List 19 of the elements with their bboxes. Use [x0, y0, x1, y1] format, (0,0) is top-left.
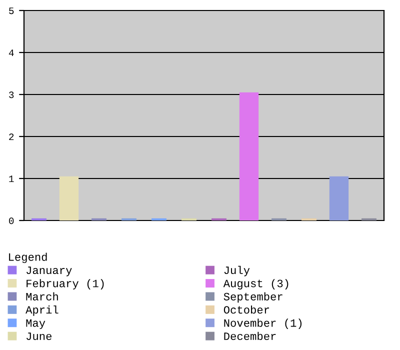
legend-label: March [26, 292, 58, 300]
y-tick-label: 3 [9, 92, 14, 98]
legend-label: June [26, 332, 52, 340]
legend-label: December [224, 332, 276, 340]
y-tick-label: 0 [9, 218, 14, 224]
legend-label: July [224, 266, 250, 276]
legend-label: October [224, 305, 270, 314]
y-tick-label: 5 [9, 8, 14, 14]
y-tick-label: 1 [9, 176, 14, 182]
legend-title: Legend [9, 252, 47, 264]
legend-label: May [26, 319, 46, 330]
legend-label: November (1) [224, 318, 302, 330]
legend-label: April [26, 305, 58, 316]
legend-label: August (3) [223, 279, 288, 290]
y-tick-label: 2 [9, 134, 14, 140]
legend-label: February (1) [26, 279, 104, 290]
legend-label: September [224, 292, 282, 303]
legend-label: January [26, 266, 72, 276]
y-tick-label: 4 [8, 50, 14, 56]
